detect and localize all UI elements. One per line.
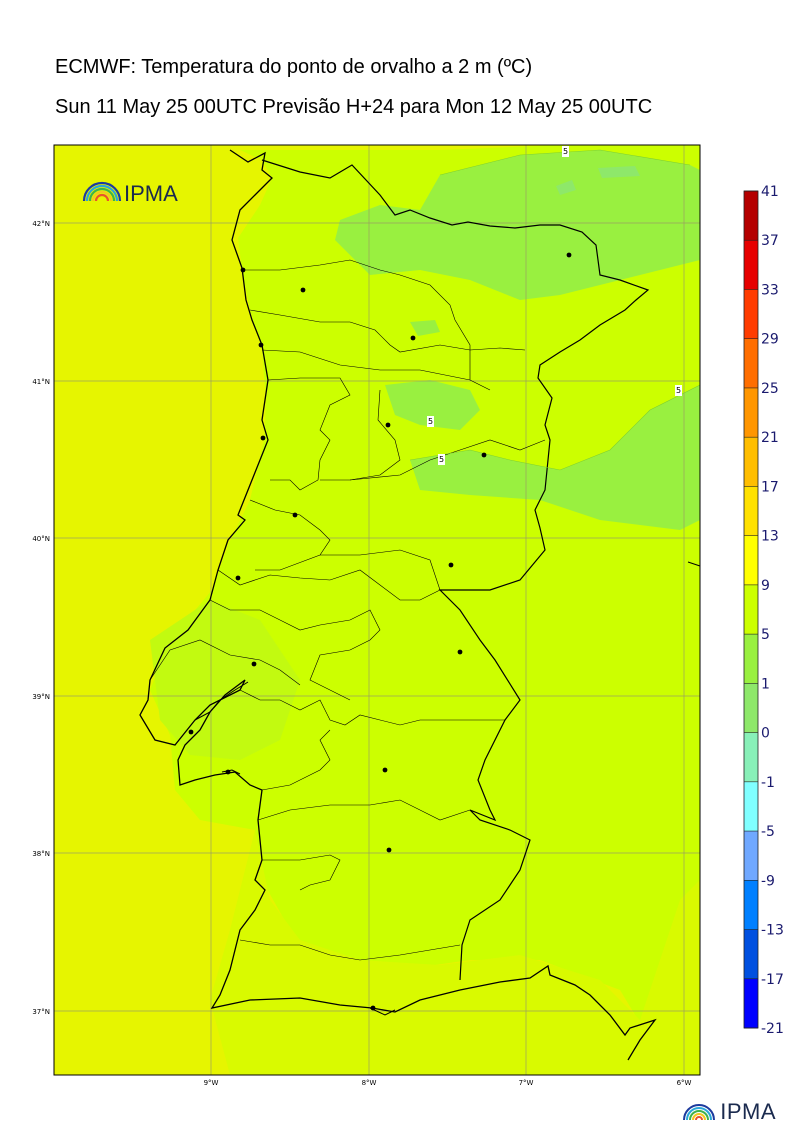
- colorbar-segment: [744, 289, 758, 340]
- contour-label: 5: [428, 417, 433, 426]
- colorbar-label: 1: [761, 676, 770, 692]
- longitude-labels: 9°W 8°W 7°W 6°W: [204, 1079, 692, 1087]
- colorbar-segment: [744, 929, 758, 980]
- chart-subtitle: Sun 11 May 25 00UTC Previsão H+24 para M…: [55, 96, 653, 118]
- graticule: [54, 145, 700, 1075]
- lat-label: 42°N: [32, 220, 50, 228]
- lon-label: 9°W: [204, 1079, 219, 1087]
- colorbar-segment: [744, 240, 758, 290]
- colorbar-segment: [744, 732, 758, 783]
- lat-label: 41°N: [32, 378, 50, 386]
- colorbar: 41 37 33 29 25 21 17 13 9 5 1 0 -1 -5 -9 -13 -17 -21: [743, 184, 784, 1037]
- light-region-2: [556, 180, 576, 195]
- coastal-region: [150, 600, 300, 760]
- colorbar-label: -13: [761, 923, 784, 939]
- ipma-logo: IPMA: [82, 181, 178, 206]
- colorbar-segment: [744, 191, 758, 241]
- estuary: [194, 561, 701, 1016]
- light-region: [598, 166, 640, 178]
- rainbow-icon: [82, 181, 122, 202]
- national-border: [261, 159, 650, 981]
- colorbar-segment: [744, 486, 758, 537]
- colorbar-segment: [744, 781, 758, 832]
- colorbar-label: -5: [761, 824, 775, 840]
- colorbar-label: -17: [761, 972, 784, 988]
- logo-text: IPMA: [124, 181, 178, 206]
- colorbar-label: 41: [761, 184, 779, 200]
- contour-label: 5: [439, 455, 444, 464]
- contour-lines: [409, 149, 700, 471]
- map-frame: [53, 144, 701, 1076]
- coastline: [139, 149, 657, 1061]
- colorbar-segment: [744, 831, 758, 881]
- lat-label: 40°N: [32, 535, 50, 543]
- lon-label: 8°W: [362, 1079, 377, 1087]
- footer-logo-text: IPMA: [720, 1099, 776, 1124]
- lat-label: 38°N: [32, 850, 50, 858]
- latitude-labels: 42°N 41°N 40°N 39°N 38°N 37°N: [32, 220, 50, 1016]
- lat-label: 39°N: [32, 693, 50, 701]
- footer-logo: IPMA: [682, 1099, 776, 1125]
- cool-region-center: [385, 380, 480, 430]
- lon-label: 7°W: [519, 1079, 534, 1087]
- colorbar-segment: [744, 683, 758, 734]
- colorbar-label: 21: [761, 430, 779, 446]
- colorbar-label: 17: [761, 479, 779, 495]
- colorbar-label: 9: [761, 578, 770, 594]
- cool-region-north: [335, 150, 700, 300]
- colorbar-label: -1: [761, 775, 775, 791]
- colorbar-segment: [744, 535, 758, 586]
- colorbar-label: 13: [761, 529, 779, 545]
- colorbar-segment: [744, 978, 758, 1029]
- colorbar-label: -9: [761, 873, 775, 889]
- cool-region-east: [410, 385, 700, 530]
- footer-rainbow-icon: [683, 1104, 716, 1121]
- colorbar-label: 29: [761, 332, 779, 348]
- colorbar-segment: [744, 584, 758, 635]
- colorbar-label: 37: [761, 233, 779, 249]
- chart-title: ECMWF: Temperatura do ponto de orvalho a…: [55, 56, 533, 78]
- land-field: [150, 145, 700, 1075]
- district-borders: [149, 259, 546, 961]
- colorbar-segment: [744, 880, 758, 931]
- colorbar-label: -21: [761, 1021, 784, 1037]
- colorbar-label: 0: [761, 726, 770, 742]
- lat-label: 37°N: [32, 1008, 50, 1016]
- city-markers: [188, 252, 572, 1011]
- colorbar-segment: [744, 387, 758, 438]
- colorbar-label: 25: [761, 381, 779, 397]
- contour-label: 5: [563, 147, 568, 156]
- cool-region-small: [410, 320, 440, 336]
- colorbar-segment: [744, 437, 758, 487]
- contour-label: 5: [676, 386, 681, 395]
- colorbar-label: 33: [761, 282, 779, 298]
- contour-labels: 5 5 5 5: [427, 146, 682, 465]
- colorbar-segment: [744, 634, 758, 684]
- colorbar-segment: [744, 338, 758, 389]
- lon-label: 6°W: [677, 1079, 692, 1087]
- warm-region: [210, 830, 700, 1075]
- colorbar-label: 5: [761, 627, 770, 643]
